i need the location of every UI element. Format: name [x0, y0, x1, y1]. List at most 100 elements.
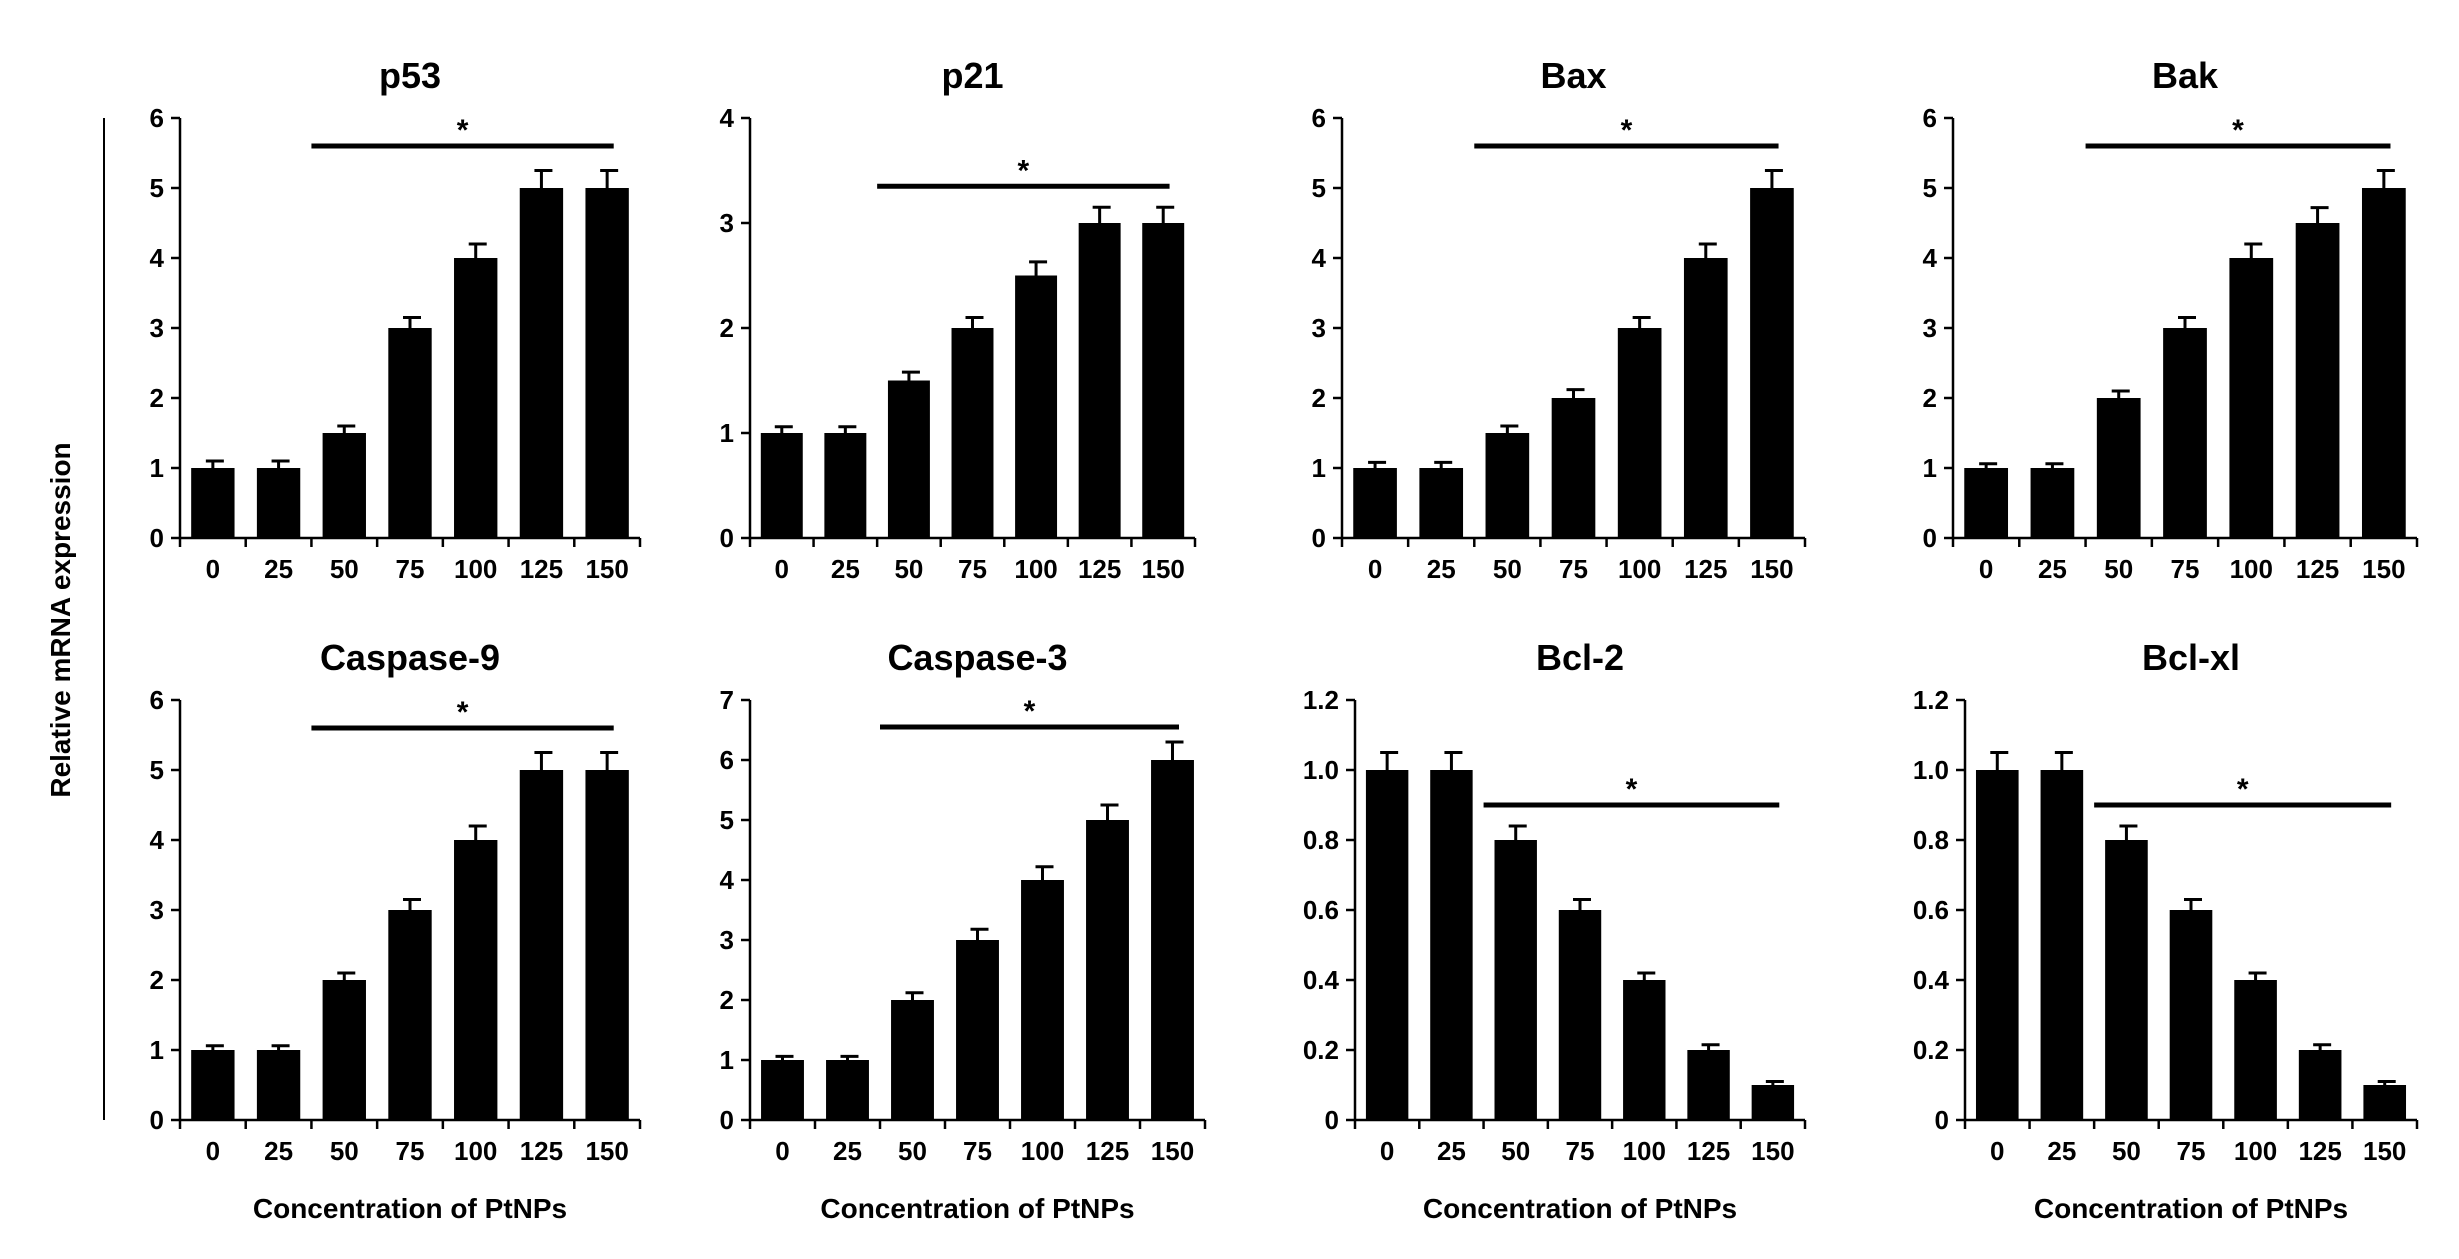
x-tick-label: 0	[1380, 1136, 1394, 1166]
y-tick-label: 1	[1312, 453, 1326, 483]
x-tick-label: 125	[1684, 554, 1727, 584]
x-tick-label: 125	[2298, 1136, 2341, 1166]
x-tick-label: 100	[1623, 1136, 1666, 1166]
bar	[454, 840, 498, 1120]
x-tick-label: 100	[2234, 1136, 2277, 1166]
chart-panel-7: Bcl-2 0 0.2 0.4 0.6 0.8 1.0 1.2 0 25 50 75 100 125 150…	[1303, 637, 1807, 1224]
y-tick-label: 1	[150, 453, 164, 483]
y-tick-label: 5	[150, 173, 164, 203]
bar	[191, 468, 235, 538]
x-tick-label: 50	[1493, 554, 1522, 584]
y-tick-label: 5	[1923, 173, 1937, 203]
y-tick-label: 2	[150, 965, 164, 995]
x-tick-label: 125	[520, 1136, 563, 1166]
y-tick-label: 1.2	[1303, 685, 1339, 715]
y-tick-label: 0.8	[1913, 825, 1949, 855]
y-tick-label: 6	[150, 685, 164, 715]
y-tick-label: 1.0	[1913, 755, 1949, 785]
y-tick-label: 1	[720, 418, 734, 448]
x-tick-label: 0	[1990, 1136, 2004, 1166]
y-tick-label: 4	[720, 103, 735, 133]
significance-star: *	[1018, 154, 1030, 187]
y-tick-label: 3	[1923, 313, 1937, 343]
y-tick-label: 2	[1923, 383, 1937, 413]
bar	[761, 1060, 804, 1120]
y-tick-label: 2	[1312, 383, 1326, 413]
bar	[1964, 468, 2009, 538]
x-tick-label: 125	[1086, 1136, 1129, 1166]
x-tick-label: 150	[2363, 1136, 2406, 1166]
bar	[2105, 840, 2148, 1120]
x-tick-label: 125	[2296, 554, 2339, 584]
bar	[891, 1000, 934, 1120]
x-tick-label: 150	[2362, 554, 2405, 584]
y-tick-label: 6	[150, 103, 164, 133]
x-axis-label: Concentration of PtNPs	[2034, 1193, 2348, 1224]
significance-star: *	[1024, 695, 1036, 728]
x-tick-label: 150	[585, 1136, 628, 1166]
y-tick-label: 0.4	[1913, 965, 1950, 995]
y-tick-label: 4	[1312, 243, 1327, 273]
x-tick-label: 125	[1078, 554, 1121, 584]
chart-panel-6: Caspase-3 0 1 2 3 4 5 6 7 0 25 50 75 100 125 150 * Concen…	[720, 637, 1207, 1224]
y-tick-label: 2	[720, 985, 734, 1015]
bar	[191, 1050, 235, 1120]
y-tick-label: 3	[720, 208, 734, 238]
y-tick-label: 1	[150, 1035, 164, 1065]
x-tick-label: 75	[1559, 554, 1588, 584]
bar	[256, 1050, 301, 1120]
y-tick-label: 4	[150, 825, 165, 855]
bar	[1687, 1050, 1730, 1120]
bar	[951, 328, 994, 538]
x-tick-label: 100	[2230, 554, 2273, 584]
x-tick-label: 50	[898, 1136, 927, 1166]
bar	[1751, 1085, 1795, 1120]
chart-title: Caspase-9	[320, 637, 500, 678]
bar	[2040, 770, 2084, 1120]
x-tick-label: 0	[775, 1136, 789, 1166]
x-axis-label: Concentration of PtNPs	[253, 1193, 567, 1224]
bar	[1430, 770, 1473, 1120]
y-tick-label: 3	[150, 895, 164, 925]
significance-star: *	[2237, 773, 2249, 806]
y-tick-label: 3	[720, 925, 734, 955]
bar	[1617, 328, 1662, 538]
bar	[1750, 188, 1794, 538]
x-tick-label: 75	[1566, 1136, 1595, 1166]
x-tick-label: 50	[2104, 554, 2133, 584]
bar	[454, 258, 498, 538]
x-axis-label: Concentration of PtNPs	[1423, 1193, 1737, 1224]
bar	[1151, 760, 1194, 1120]
x-tick-label: 25	[831, 554, 860, 584]
bar	[1683, 258, 1728, 538]
y-tick-label: 4	[720, 865, 735, 895]
chart-panel-4: Bak 0 1 2 3 4 5 6 0 25 50 75 100 125 150 *	[1923, 55, 2419, 584]
x-axis-label: Concentration of PtNPs	[820, 1193, 1134, 1224]
x-tick-label: 25	[2047, 1136, 2076, 1166]
x-tick-label: 150	[1750, 554, 1793, 584]
x-tick-label: 100	[1021, 1136, 1064, 1166]
y-tick-label: 0.8	[1303, 825, 1339, 855]
chart-title: p53	[379, 55, 441, 96]
y-tick-label: 0	[150, 1105, 164, 1135]
significance-star: *	[457, 696, 469, 729]
chart-panel-5: Caspase-9 0 1 2 3 4 5 6 0 25 50 75 100 125 150 * Concent…	[150, 637, 642, 1224]
y-tick-label: 0	[1325, 1105, 1339, 1135]
bar	[2169, 910, 2213, 1120]
y-tick-label: 1	[720, 1045, 734, 1075]
bar	[760, 433, 803, 538]
bar	[2163, 328, 2207, 538]
y-tick-label: 5	[150, 755, 164, 785]
bar	[824, 433, 867, 538]
chart-panel-2: p21 0 1 2 3 4 0 25 50 75 100 125 150 *	[720, 55, 1197, 584]
bar	[1494, 840, 1537, 1120]
y-tick-label: 0	[720, 523, 734, 553]
bar	[1365, 770, 1409, 1120]
x-tick-label: 75	[396, 554, 425, 584]
x-tick-label: 50	[330, 1136, 359, 1166]
x-tick-label: 75	[958, 554, 987, 584]
x-tick-label: 25	[2038, 554, 2067, 584]
y-tick-label: 7	[720, 685, 734, 715]
bar	[1353, 468, 1397, 538]
